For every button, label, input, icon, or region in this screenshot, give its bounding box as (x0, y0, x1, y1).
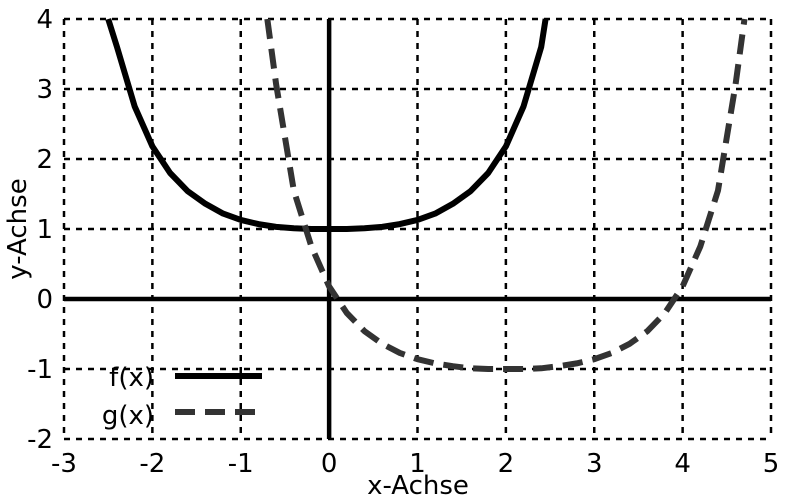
y-tick-label-2: 0 (36, 285, 53, 315)
legend-label-f: f(x) (109, 363, 154, 393)
y-axis-label: y-Achse (3, 178, 33, 279)
legend: f(x) g(x) (102, 363, 262, 431)
x-tick-label-1: -2 (139, 449, 165, 479)
grid (62, 17, 773, 441)
y-tick-label-0: -2 (27, 425, 53, 455)
y-tick-label-4: 2 (36, 145, 53, 175)
x-tick-label-2: -1 (228, 449, 254, 479)
y-tick-label-1: -1 (27, 355, 53, 385)
series-lines (105, 18, 748, 372)
x-tick-label-0: -3 (51, 449, 77, 479)
y-tick-label-6: 4 (36, 5, 53, 35)
x-tick-label-4: 1 (409, 449, 426, 479)
x-tick-label-6: 3 (586, 449, 603, 479)
series-line-g (264, 18, 748, 372)
x-tick-label-7: 4 (674, 449, 691, 479)
y-tick-label-5: 3 (36, 75, 53, 105)
x-axis-label: x-Achse (367, 471, 469, 500)
series-line-f (105, 18, 549, 232)
x-tick-label-3: 0 (321, 449, 338, 479)
legend-label-g: g(x) (102, 401, 154, 431)
x-tick-label-8: 5 (763, 449, 780, 479)
x-tick-label-5: 2 (498, 449, 515, 479)
y-tick-label-3: 1 (36, 215, 53, 245)
